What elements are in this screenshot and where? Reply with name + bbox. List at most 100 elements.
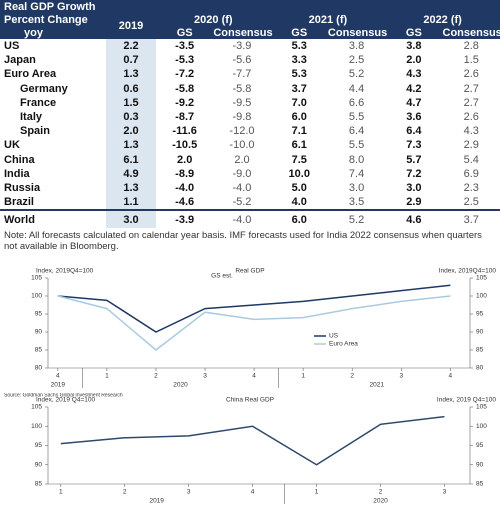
cell: -4.0 — [175, 181, 195, 194]
cell: 4.0 — [291, 196, 307, 209]
y2-tick-label: 100 — [476, 293, 487, 300]
chart: Source: Goldman Sachs Global Investment … — [4, 393, 496, 505]
cell: 5.7 — [406, 153, 422, 166]
year-header: 2019 — [106, 13, 157, 39]
y-tick-label: 90 — [35, 329, 43, 336]
cell: 7.3 — [406, 139, 422, 152]
cell: 7.0 — [291, 96, 307, 109]
cell: 0.6 — [106, 81, 157, 96]
group-header: 2022 (f) — [385, 13, 500, 26]
cell: 4.6 — [385, 209, 443, 229]
cell: 4.7 — [406, 96, 422, 109]
cell: -5.8 — [175, 82, 195, 95]
cell: 2.0 — [177, 153, 193, 166]
row-header: yoy — [0, 26, 107, 39]
cell: -8.9 — [175, 167, 195, 180]
series-line — [57, 284, 451, 333]
cell: 2.0 — [406, 54, 422, 67]
table-row: India 4.9 -8.9 -9.0 10.0 7.4 7.2 6.9 — [0, 166, 500, 181]
cell: 3.0 — [348, 181, 365, 194]
year-label: 2019 — [51, 382, 66, 389]
cell: 5.5 — [348, 111, 365, 124]
legend-label: Euro Area — [329, 341, 358, 348]
table-title: Real GDP Growth — [0, 0, 500, 13]
table-row: US 2.2 -3.5 -3.9 5.3 3.8 3.8 2.8 — [0, 39, 500, 54]
cell: 10.0 — [288, 167, 310, 180]
cell: 2.7 — [463, 82, 479, 95]
cell: 2.0 — [106, 124, 157, 139]
sub-header: GS — [270, 26, 328, 39]
row-label: Italy — [20, 111, 43, 124]
cell: -12.0 — [229, 125, 255, 138]
sub-header: GS — [385, 26, 443, 39]
cell: 2.5 — [348, 54, 365, 67]
cell: 5.2 — [327, 209, 386, 229]
cell: 3.0 — [106, 209, 157, 229]
cell: -3.9 — [156, 209, 214, 229]
cell: 7.5 — [291, 153, 307, 166]
cell: 5.5 — [348, 139, 365, 152]
table-row: Japan 0.7 -5.3 -5.6 3.3 2.5 2.0 1.5 — [0, 53, 500, 68]
cell: 4.3 — [406, 68, 422, 81]
y-tick-label: 100 — [31, 423, 42, 430]
cell: -9.2 — [175, 96, 195, 109]
cell: 3.8 — [348, 40, 365, 53]
cell: 1.3 — [106, 67, 157, 82]
cell: 2.9 — [406, 196, 422, 209]
table-row: Spain 2.0 -11.6 -12.0 7.1 6.4 6.4 4.3 — [0, 124, 500, 139]
cell: -3.9 — [232, 40, 252, 53]
cell: 6.9 — [463, 167, 479, 180]
x-tick-label: 3 — [443, 489, 447, 496]
table-row: UK 1.3 -10.5 -10.0 6.1 5.5 7.3 2.9 — [0, 138, 500, 153]
x-tick-label: 4 — [252, 373, 256, 380]
sub-header: Consensus — [442, 26, 500, 39]
x-tick-label: 3 — [187, 489, 191, 496]
y2-tick-label: 105 — [476, 275, 487, 282]
cell: 8.0 — [348, 153, 365, 166]
cell: 3.6 — [406, 111, 422, 124]
y-tick-label: 100 — [31, 293, 42, 300]
y-tick-label: 105 — [31, 404, 42, 411]
table-row: Russia 1.3 -4.0 -4.0 5.0 3.0 3.0 2.3 — [0, 180, 500, 196]
x-tick-label: 1 — [59, 489, 63, 496]
sub-header: Consensus — [327, 26, 388, 39]
y2-tick-label: 85 — [476, 347, 484, 354]
cell: 2.6 — [463, 68, 479, 81]
cell: 2.2 — [106, 39, 157, 54]
sub-header: GS — [156, 26, 214, 39]
cell: -4.0 — [213, 209, 271, 229]
cell: -9.0 — [232, 167, 252, 180]
cell: -5.2 — [232, 196, 252, 209]
y2-axis-label: Index, 2019 Q4=100 — [437, 397, 496, 404]
cell: 0.7 — [106, 53, 157, 68]
group-header: 2020 (f) — [156, 13, 271, 26]
cell: -9.5 — [232, 96, 252, 109]
sub-header: Consensus — [213, 26, 273, 39]
y2-tick-label: 85 — [476, 481, 484, 488]
cell: 0.3 — [106, 109, 157, 125]
cell: -10.0 — [229, 139, 255, 152]
x-tick-label: 4 — [251, 489, 255, 496]
legend-label: US — [329, 333, 339, 340]
cell: -3.5 — [175, 40, 195, 53]
row-label: India — [4, 167, 30, 180]
cell: 2.3 — [463, 181, 479, 194]
table-row: Italy 0.3 -8.7 -9.8 6.0 5.5 3.6 2.6 — [0, 109, 500, 125]
source: Source: Goldman Sachs Global Investment … — [4, 393, 123, 398]
cell: -9.8 — [232, 111, 252, 124]
y-tick-label: 95 — [35, 442, 43, 449]
x-tick-label: 2 — [154, 373, 158, 380]
row-label: Russia — [4, 181, 41, 194]
gdp-table: Real GDP Growth Percent Change 2019 2020… — [0, 0, 500, 229]
cell: 1.1 — [106, 195, 157, 211]
table-row: Germany 0.6 -5.8 -5.8 3.7 4.4 4.2 2.7 — [0, 81, 500, 96]
row-label: China — [4, 153, 35, 166]
cell: 3.3 — [291, 54, 307, 67]
cell: -10.5 — [172, 139, 198, 152]
cell: 4.2 — [406, 82, 422, 95]
x-tick-label: 2 — [123, 489, 127, 496]
cell: 3.0 — [406, 181, 422, 194]
y-tick-label: 105 — [31, 275, 42, 282]
cell: 3.8 — [406, 40, 422, 53]
row-label: UK — [4, 139, 20, 152]
